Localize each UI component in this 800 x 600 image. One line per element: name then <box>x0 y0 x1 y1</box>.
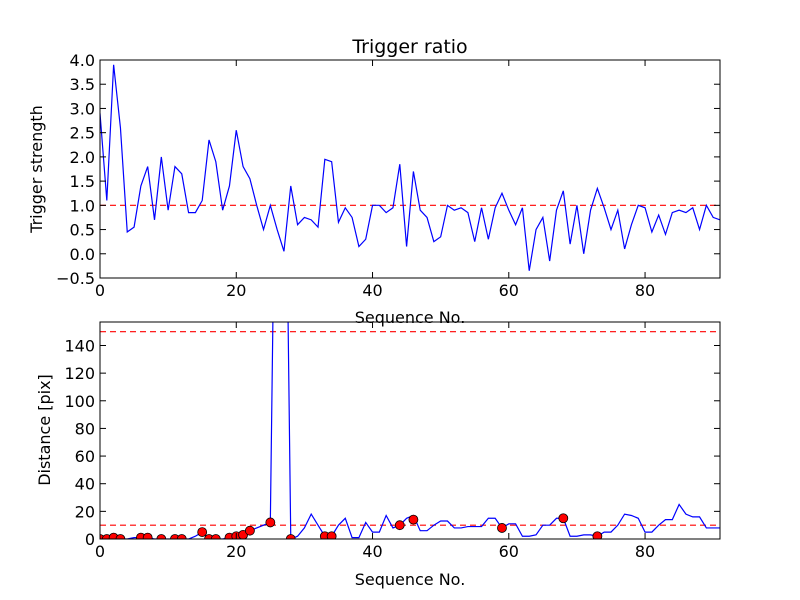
bottom-marker-point <box>285 534 296 539</box>
top-y-tick-label: 4.0 <box>70 51 95 70</box>
top-y-tick-label: 0.0 <box>70 245 95 264</box>
bottom-x-tick-label: 80 <box>635 542 655 561</box>
top-plot-title: Trigger ratio <box>351 36 467 58</box>
bottom-axes-frame <box>99 321 721 540</box>
bottom-marker-point <box>497 523 507 533</box>
top-y-tick-label: 2.5 <box>70 124 95 143</box>
top-x-tick-label: 0 <box>95 281 105 300</box>
top-y-tick-label: 0.5 <box>70 221 95 240</box>
top-axes-frame <box>99 59 721 279</box>
bottom-marker-point <box>592 531 603 539</box>
top-x-tick-label: 80 <box>635 281 655 300</box>
bottom-subplot: 0 20 40 60 80 0 20 40 60 80 100 120 140 Sequence No.… <box>35 321 721 589</box>
bottom-marker-point <box>197 527 208 537</box>
bottom-marker-point <box>142 532 153 539</box>
bottom-y-tick-label: 60 <box>75 447 95 466</box>
bottom-marker-point <box>115 534 126 539</box>
bottom-x-tick-label: 60 <box>499 542 519 561</box>
top-y-tick-label: −0.5 <box>56 269 95 288</box>
top-clipped-area <box>100 64 720 271</box>
top-x-tick-label: 20 <box>226 281 246 300</box>
bottom-y-tick-label: 80 <box>75 419 95 438</box>
top-y-tick-label: 3.5 <box>70 75 95 94</box>
bottom-y-axis-label: Distance [pix] <box>35 374 54 486</box>
bottom-y-tick-label: 140 <box>64 336 95 355</box>
bottom-marker-point <box>326 531 337 539</box>
bottom-y-tick-label: 40 <box>75 475 95 494</box>
bottom-y-tick-label: 0 <box>85 530 95 549</box>
bottom-marker-point <box>176 534 187 539</box>
top-y-tick-label: 1.0 <box>70 196 95 215</box>
bottom-marker-point <box>265 517 276 528</box>
bottom-ticks: 0 20 40 60 80 0 20 40 60 80 100 120 140 <box>64 322 720 561</box>
bottom-marker-point <box>394 520 405 531</box>
top-y-tick-label: 3.0 <box>70 99 95 118</box>
bottom-plot-area <box>100 322 720 539</box>
top-x-axis-label: Sequence No. <box>355 308 466 327</box>
bottom-y-tick-label: 100 <box>64 392 95 411</box>
top-y-tick-label: 2.0 <box>70 148 95 167</box>
top-y-tick-label: 1.5 <box>70 172 95 191</box>
bottom-y-tick-label: 120 <box>64 364 95 383</box>
top-x-tick-label: 40 <box>362 281 382 300</box>
bottom-x-tick-label: 40 <box>362 542 382 561</box>
top-ticks: 0 20 40 60 80 −0.5 0.0 0.5 1.0 1.5 2.0 2.5 3.0 3.5 4.0 <box>56 51 720 300</box>
bottom-x-axis-label: Sequence No. <box>355 570 466 589</box>
top-plot-area <box>100 64 720 271</box>
bottom-x-tick-label: 0 <box>95 542 105 561</box>
bottom-marker-point <box>244 525 255 536</box>
bottom-marker-point <box>408 514 419 525</box>
bottom-marker-point <box>156 534 167 539</box>
top-x-tick-label: 60 <box>499 281 519 300</box>
bottom-marker-point <box>558 513 569 524</box>
bottom-y-tick-label: 20 <box>75 502 95 521</box>
top-y-axis-label: Trigger strength <box>27 105 46 234</box>
top-series-line <box>100 64 720 271</box>
bottom-clipped-area <box>100 322 720 539</box>
bottom-marker-point <box>210 534 221 539</box>
bottom-x-tick-label: 20 <box>226 542 246 561</box>
